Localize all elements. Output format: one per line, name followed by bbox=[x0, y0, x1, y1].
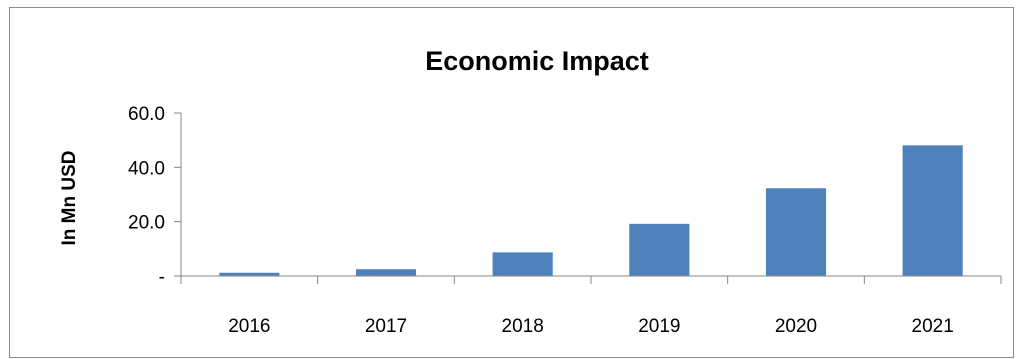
bars-group bbox=[219, 145, 963, 276]
bar-2018 bbox=[492, 252, 553, 276]
bar-2020 bbox=[765, 188, 827, 276]
chart-title: Economic Impact bbox=[425, 46, 649, 76]
x-tick-label: 2020 bbox=[775, 316, 817, 337]
bar-2021 bbox=[902, 145, 963, 276]
y-tick-label: 40.0 bbox=[128, 158, 165, 179]
x-tick-label: 2021 bbox=[912, 316, 954, 337]
y-tick-label: 20.0 bbox=[128, 213, 165, 234]
x-tick-label: 2018 bbox=[502, 316, 544, 337]
y-tick-label: - bbox=[159, 267, 165, 288]
x-tick-label: 2019 bbox=[638, 316, 680, 337]
y-tick-label: 60.0 bbox=[128, 104, 165, 125]
x-tick-label: 2017 bbox=[365, 316, 407, 337]
axes-group bbox=[174, 112, 1002, 284]
tick-labels-group: - 20.0 40.0 60.0 2016 2017 2018 2019 2020 2021 bbox=[128, 104, 954, 337]
x-tick-label: 2016 bbox=[228, 316, 270, 337]
bar-2016 bbox=[219, 272, 280, 276]
bar-2019 bbox=[629, 223, 690, 276]
bar-2017 bbox=[355, 269, 417, 276]
y-axis-label: In Mn USD bbox=[59, 151, 80, 246]
chart-frame bbox=[9, 7, 1014, 358]
